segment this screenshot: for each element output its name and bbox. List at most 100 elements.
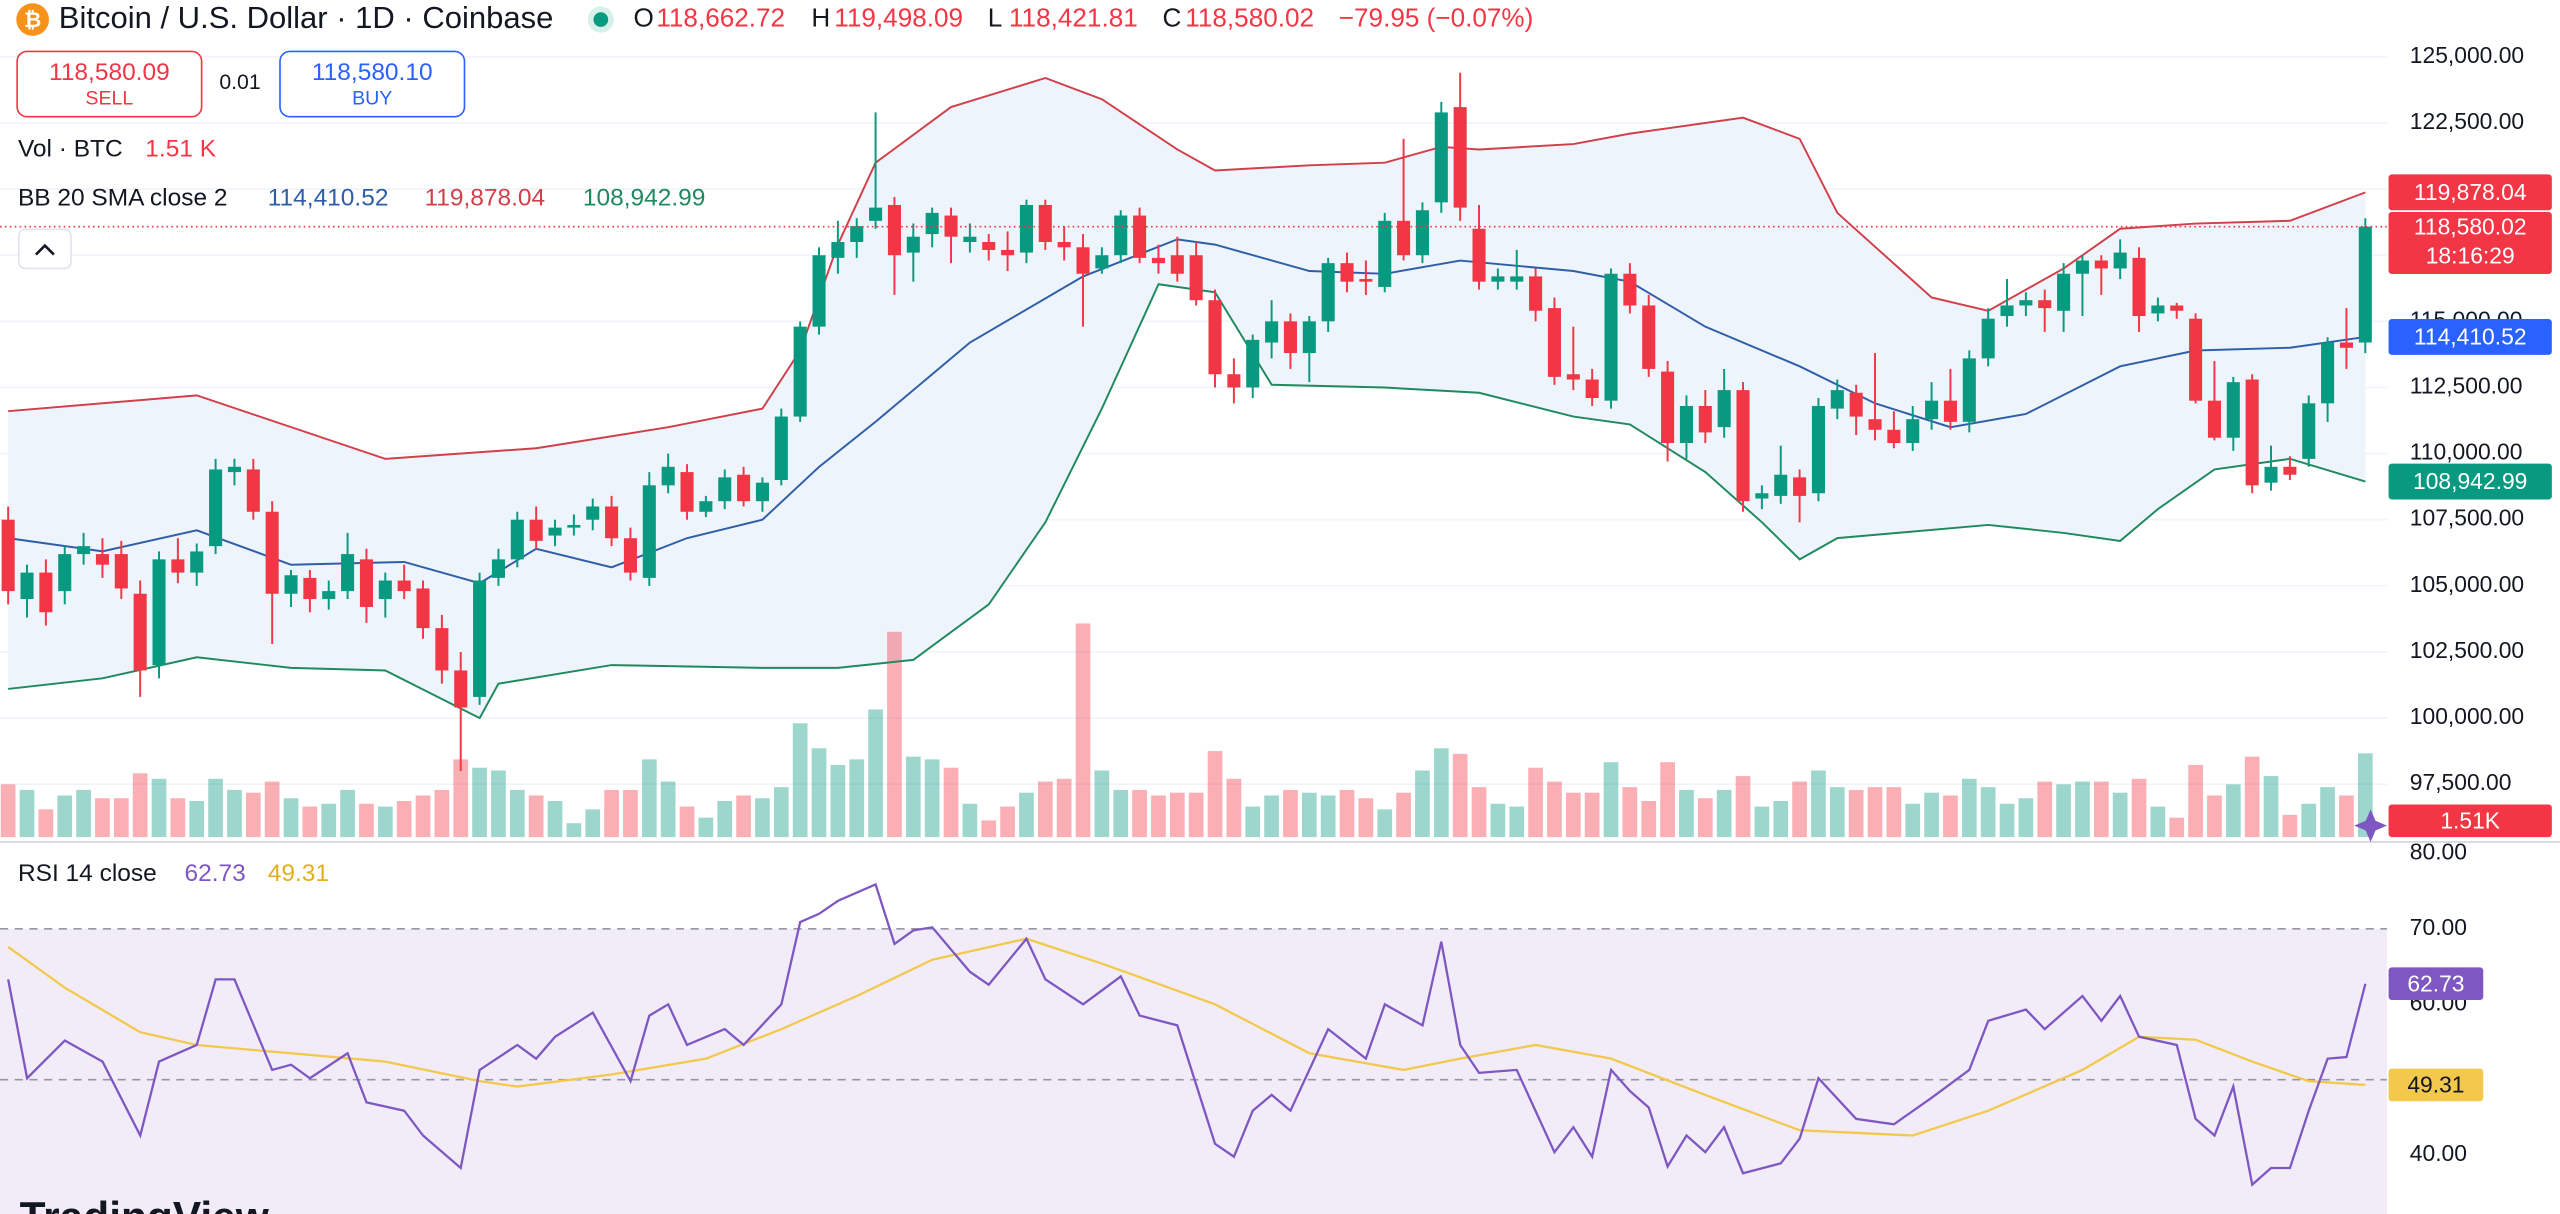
volume-bar [2207,795,2222,838]
collapse-legend-button[interactable] [17,228,72,270]
volume-bar [1565,792,1581,838]
volume-bar [302,806,318,838]
candle-body [2151,305,2165,314]
ohlc-value: 118,580.02 [1185,2,1314,32]
candle-body [39,572,53,613]
volume-bar [1829,787,1845,838]
candle-body [2339,342,2353,348]
candle-body [2189,318,2203,401]
candle-body [1642,305,1656,369]
volume-bar [1547,781,1562,838]
candle-body [510,519,524,560]
candle-body [1397,220,1411,256]
volume-bar [1056,778,1072,838]
candle-body [1717,390,1731,428]
volume-bar [472,767,487,838]
sell-button[interactable] [16,50,203,118]
volume-bar [453,759,469,838]
collapse-icon [34,243,55,256]
candle-body [1378,220,1392,287]
volume-bar [1226,778,1242,838]
candle-body [850,226,864,242]
volume-bar [698,817,714,838]
volume-bar [321,803,337,838]
candle-body [925,212,939,235]
candle-body [1019,204,1033,253]
candle-body [963,236,977,242]
y-tick-label: 102,500.00 [2410,637,2524,663]
volume-bar [434,789,450,838]
volume-bar [528,795,544,838]
candle-body [190,551,204,573]
candle-body [209,469,223,547]
rsi-band [0,928,2387,1214]
candle-body [737,474,751,502]
sell-label: SELL [85,88,133,110]
volume-bar [1905,803,1921,838]
candle-body [1981,318,1995,359]
volume-bar [1697,798,1713,838]
volume-bar [660,781,676,838]
volume-bar [227,789,242,838]
candle-body [605,506,619,539]
volume-bar [264,781,280,838]
bb-fill [8,77,2366,719]
volume-bar [736,795,751,838]
volume-bar [1019,792,1034,838]
candle-body [2302,403,2316,459]
volume-bar [283,798,299,838]
rsi-legend-label[interactable]: RSI 14 close [18,860,157,887]
bb-legend-label[interactable]: BB 20 SMA close 2 [18,185,228,212]
volume-bar [1132,789,1147,838]
candle-body [1208,300,1222,375]
candle-body [2113,252,2127,269]
volume-bar [2018,798,2034,838]
volume-bar [359,803,374,838]
candle-body [2094,260,2108,269]
volume-bar [1339,789,1355,838]
volume-bar [641,759,657,838]
candle-body [1547,308,1561,377]
bitcoin-icon-glyph: ₿ [24,9,41,32]
candle-body [322,591,336,600]
candle-body [1604,273,1618,401]
volume-bar [95,798,110,838]
volume-bar [792,723,808,838]
candle-body [755,482,769,502]
candle-body [1811,405,1825,494]
volume-bar [1867,787,1883,838]
volume-bar [1415,770,1430,838]
y-tick-label: 100,000.00 [2410,703,2524,729]
volume-bar [2301,803,2317,838]
volume-bar [679,806,695,838]
candle-body [1133,215,1147,258]
rsi-legend-value: 62.73 [184,860,245,887]
candle-body [1943,400,1957,422]
volume-bar [208,778,223,838]
symbol-title[interactable]: Bitcoin / U.S. Dollar · 1D · Coinbase [59,0,554,35]
volume-bar [1207,751,1223,838]
candle-body [774,416,788,481]
candle-body [1434,112,1448,203]
rsi-line [7,882,2367,1187]
volume-bar [132,773,148,838]
volume-legend-label[interactable]: Vol · BTC [18,136,123,163]
last-price-tag [2388,211,2552,274]
volume-bar [151,778,167,838]
candle-body [1736,390,1750,502]
volume-bar [396,801,412,838]
buy-button[interactable] [279,50,466,118]
rsi-tag [2388,1068,2484,1102]
volume-bar [38,809,54,838]
volume-bar [1622,787,1638,838]
candle-body [2075,260,2089,274]
candle-body [1774,474,1788,496]
bb-line [8,283,2366,720]
ohlc-value: 119,498.09 [834,2,963,32]
volume-bar [1471,787,1487,838]
volume-bar [868,709,883,838]
bb-legend-value: 114,410.52 [268,185,389,212]
volume-bar [1075,623,1091,838]
rsi-tag [2388,967,2484,1001]
